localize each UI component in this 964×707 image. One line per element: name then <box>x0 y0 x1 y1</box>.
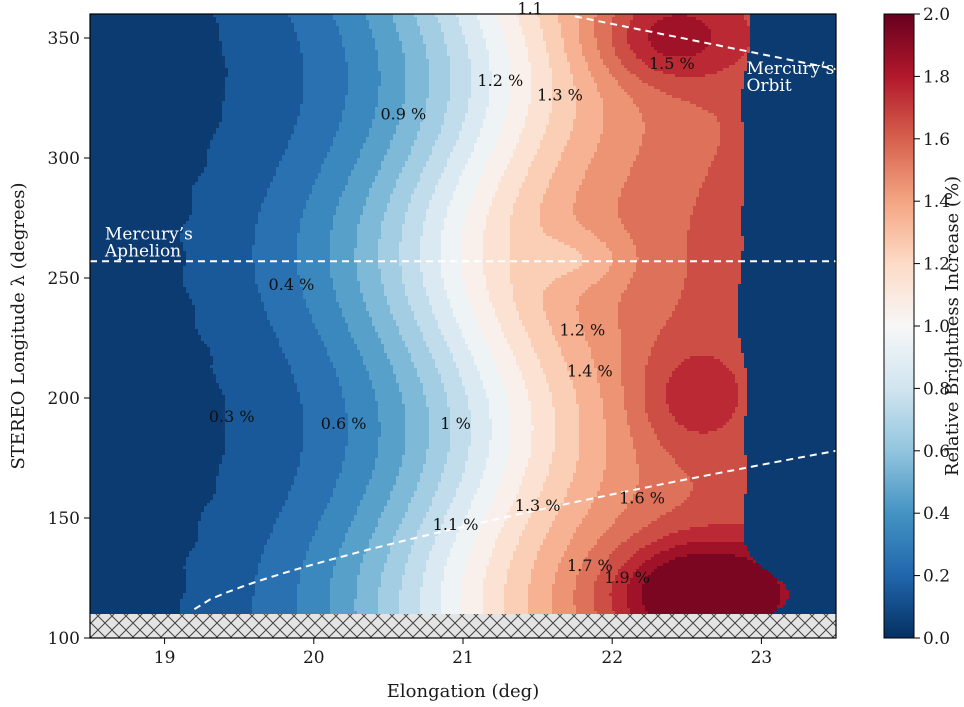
plot-area <box>90 14 838 639</box>
brightness-field <box>90 14 838 639</box>
